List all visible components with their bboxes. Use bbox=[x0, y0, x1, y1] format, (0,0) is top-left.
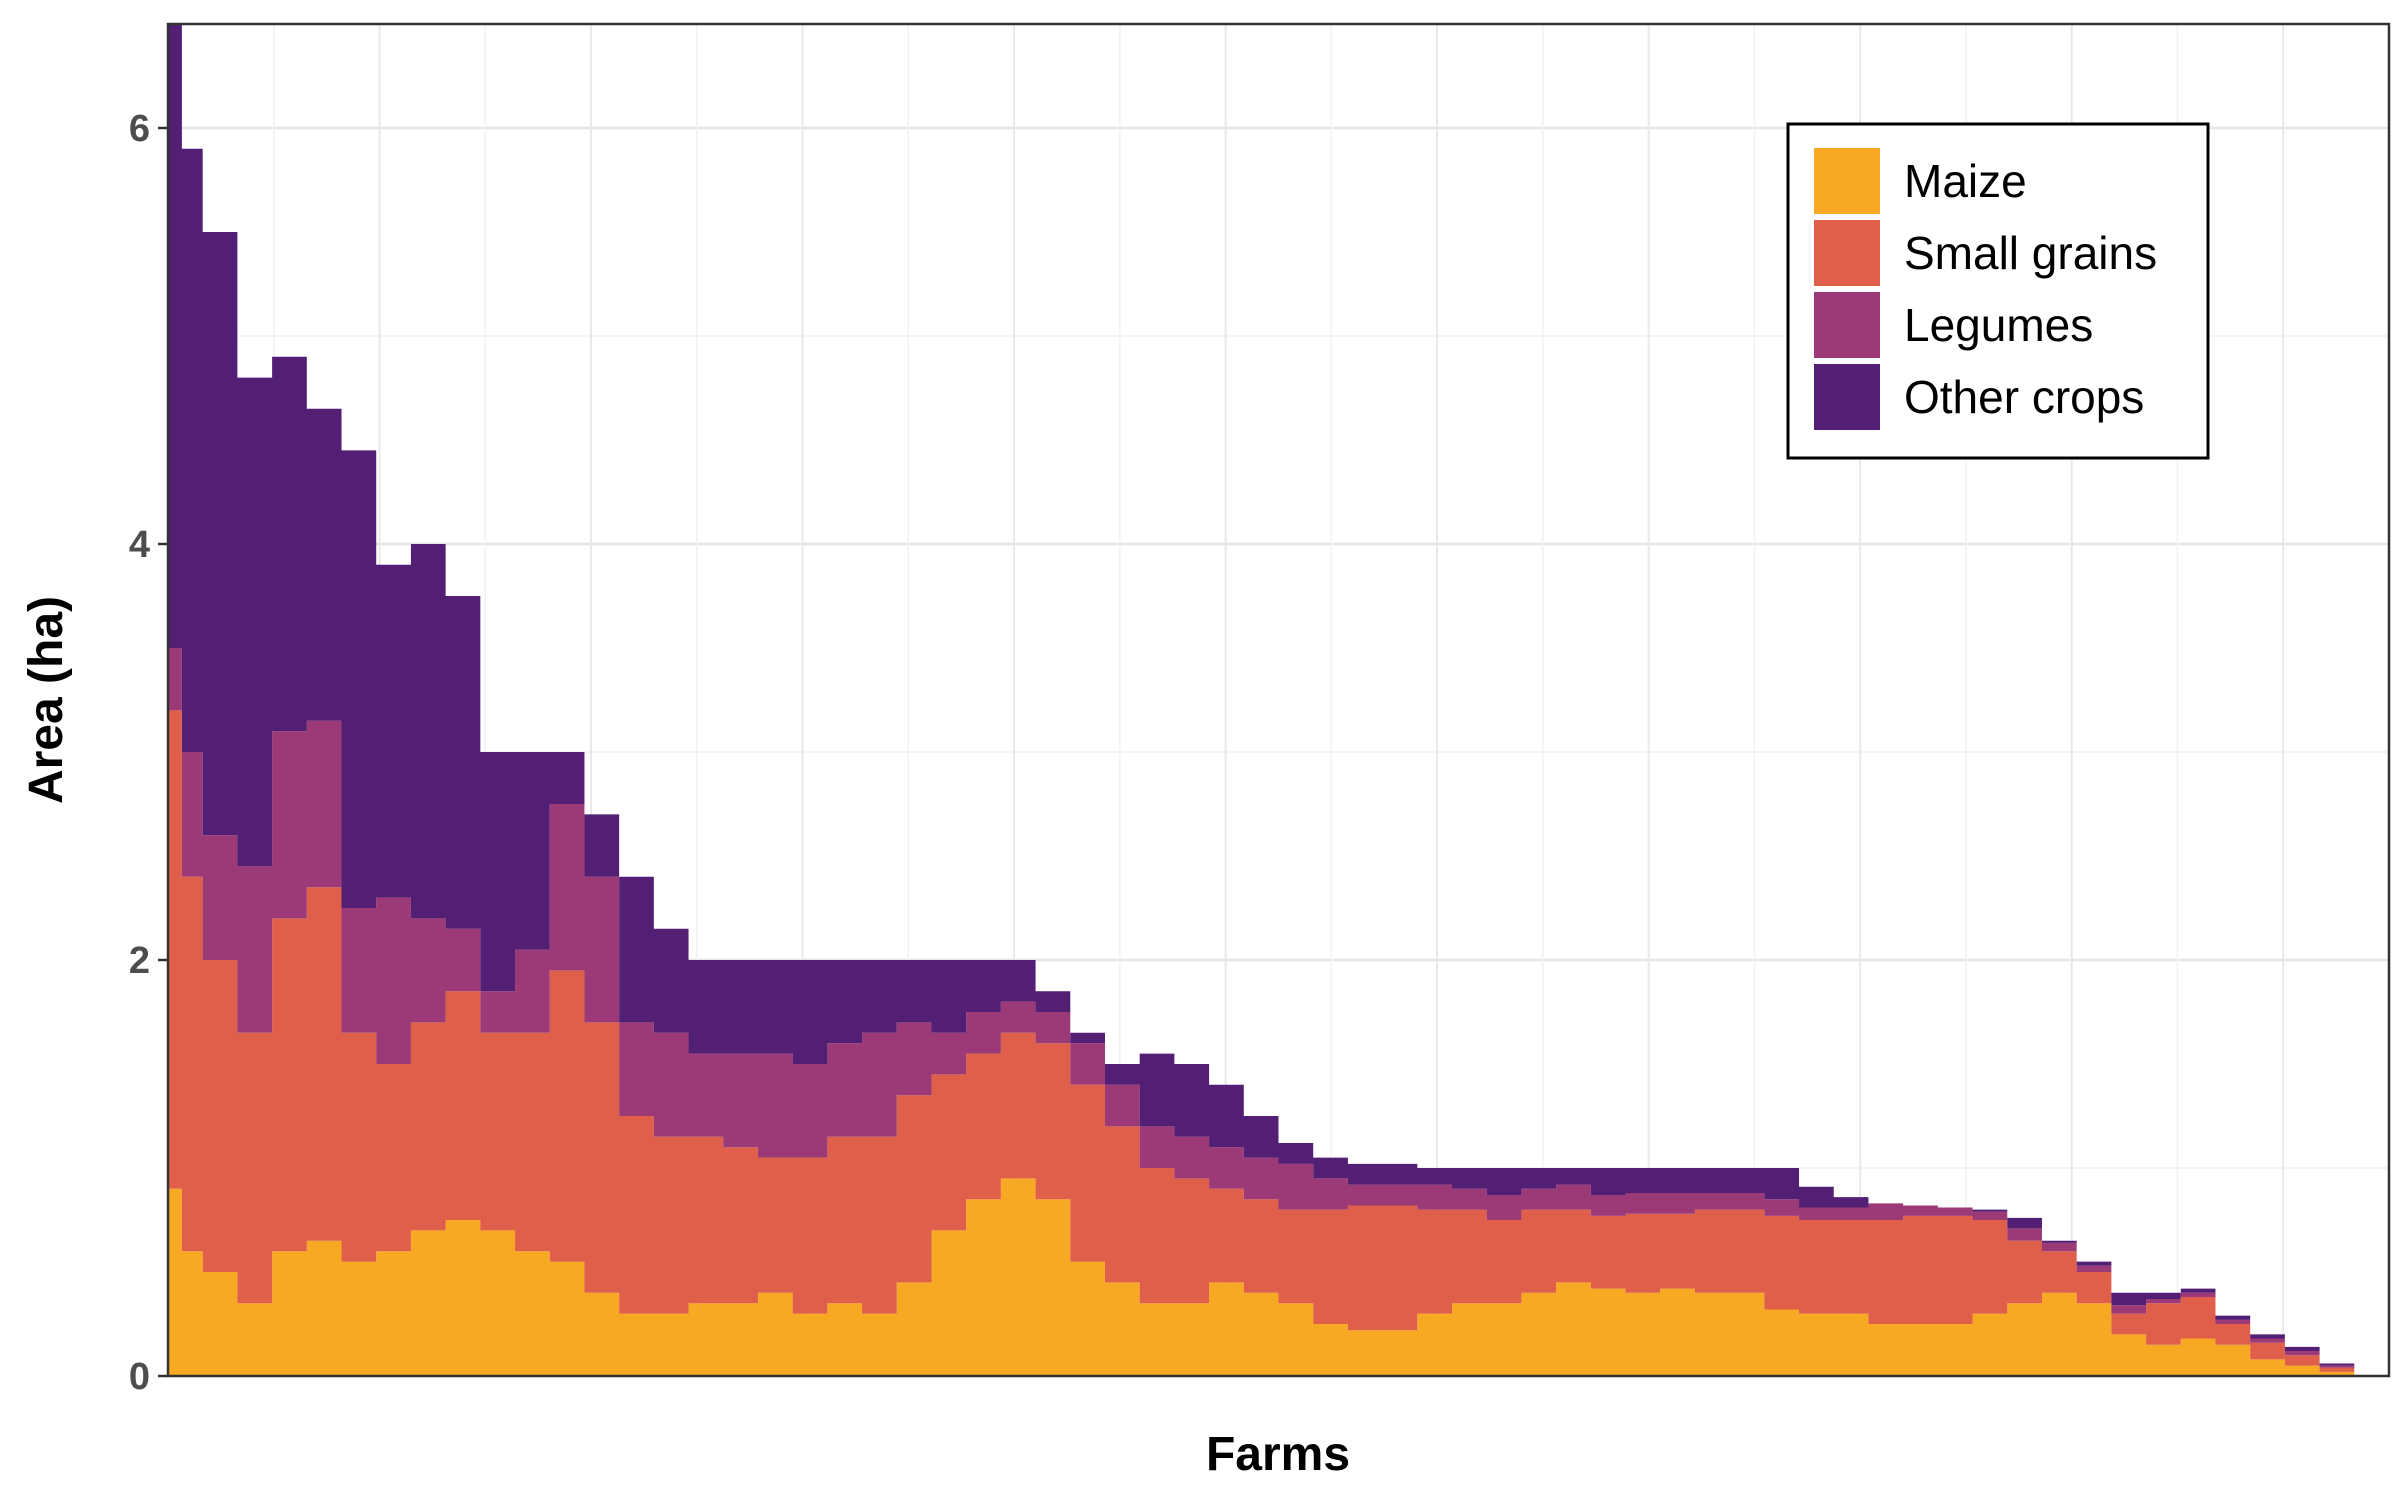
x-axis-title: Farms bbox=[1206, 1428, 1350, 1481]
area-series-group bbox=[168, 24, 2389, 1376]
series-area-small-grains bbox=[168, 710, 2389, 1376]
y-tick-label: 4 bbox=[129, 524, 150, 566]
series-area-maize bbox=[168, 1178, 2389, 1376]
y-axis: 0 2 4 6 bbox=[129, 108, 168, 1398]
legend-swatch-maize bbox=[1814, 148, 1880, 214]
series-area-legumes bbox=[168, 648, 2389, 1376]
y-tick-label: 6 bbox=[129, 108, 150, 150]
series-area-other-crops bbox=[168, 24, 2389, 1376]
legend-label-other-crops: Other crops bbox=[1904, 371, 2144, 423]
legend-swatch-other-crops bbox=[1814, 364, 1880, 430]
y-tick-label: 0 bbox=[129, 1356, 150, 1398]
legend-label-maize: Maize bbox=[1904, 155, 2027, 207]
y-tick-label: 2 bbox=[129, 940, 150, 982]
y-axis-title: Area (ha) bbox=[20, 596, 73, 804]
legend: Maize Small grains Legumes Other crops bbox=[1786, 122, 2210, 460]
legend-swatch-small-grains bbox=[1814, 220, 1880, 286]
legend-label-small-grains: Small grains bbox=[1904, 227, 2157, 279]
legend-swatch-legumes bbox=[1814, 292, 1880, 358]
panel-border bbox=[166, 22, 2391, 1378]
legend-label-legumes: Legumes bbox=[1904, 299, 2093, 351]
